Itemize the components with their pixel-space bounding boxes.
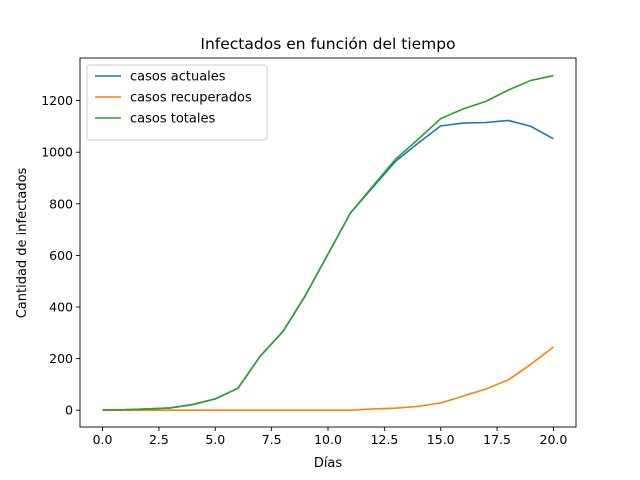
y-axis: 0 200 400 600 800 1000 1200 — [41, 93, 80, 418]
y-tick-label: 1000 — [41, 145, 73, 160]
legend-label: casos totales — [130, 112, 215, 127]
series-line-3 — [102, 74, 554, 411]
y-tick-label: 600 — [49, 248, 73, 263]
y-tick-label: 400 — [49, 300, 73, 315]
x-tick-label: 12.5 — [370, 432, 398, 447]
y-tick-label: 800 — [49, 196, 73, 211]
x-tick-label: 15.0 — [427, 432, 455, 447]
x-tick-label: 17.5 — [483, 432, 511, 447]
x-tick-label: 2.5 — [149, 432, 169, 447]
y-tick-label: 1200 — [41, 93, 73, 108]
legend: casos actuales casos recuperados casos tot… — [86, 64, 268, 141]
y-tick-label: 0 — [65, 403, 73, 418]
x-axis-label: Días — [314, 456, 343, 471]
x-tick-label: 0.0 — [93, 432, 113, 447]
y-tick-label: 200 — [49, 351, 73, 366]
legend-label: casos actuales — [130, 70, 226, 85]
legend-box — [86, 64, 268, 141]
plot-frame — [79, 57, 577, 428]
x-tick-label: 20.0 — [540, 432, 568, 447]
legend-label: casos recuperados — [130, 91, 252, 106]
y-axis-label: Cantidad de infectados — [15, 167, 30, 318]
x-tick-label: 10.0 — [314, 432, 342, 447]
x-tick-label: 5.0 — [205, 432, 225, 447]
series-group — [102, 74, 554, 412]
chart-title: Infectados en función del tiempo — [200, 35, 455, 53]
series-line-2 — [102, 346, 554, 412]
x-axis: 0.0 2.5 5.0 7.5 10.0 12.5 15.0 17.5 20.0 — [93, 427, 568, 447]
x-tick-label: 7.5 — [262, 432, 282, 447]
